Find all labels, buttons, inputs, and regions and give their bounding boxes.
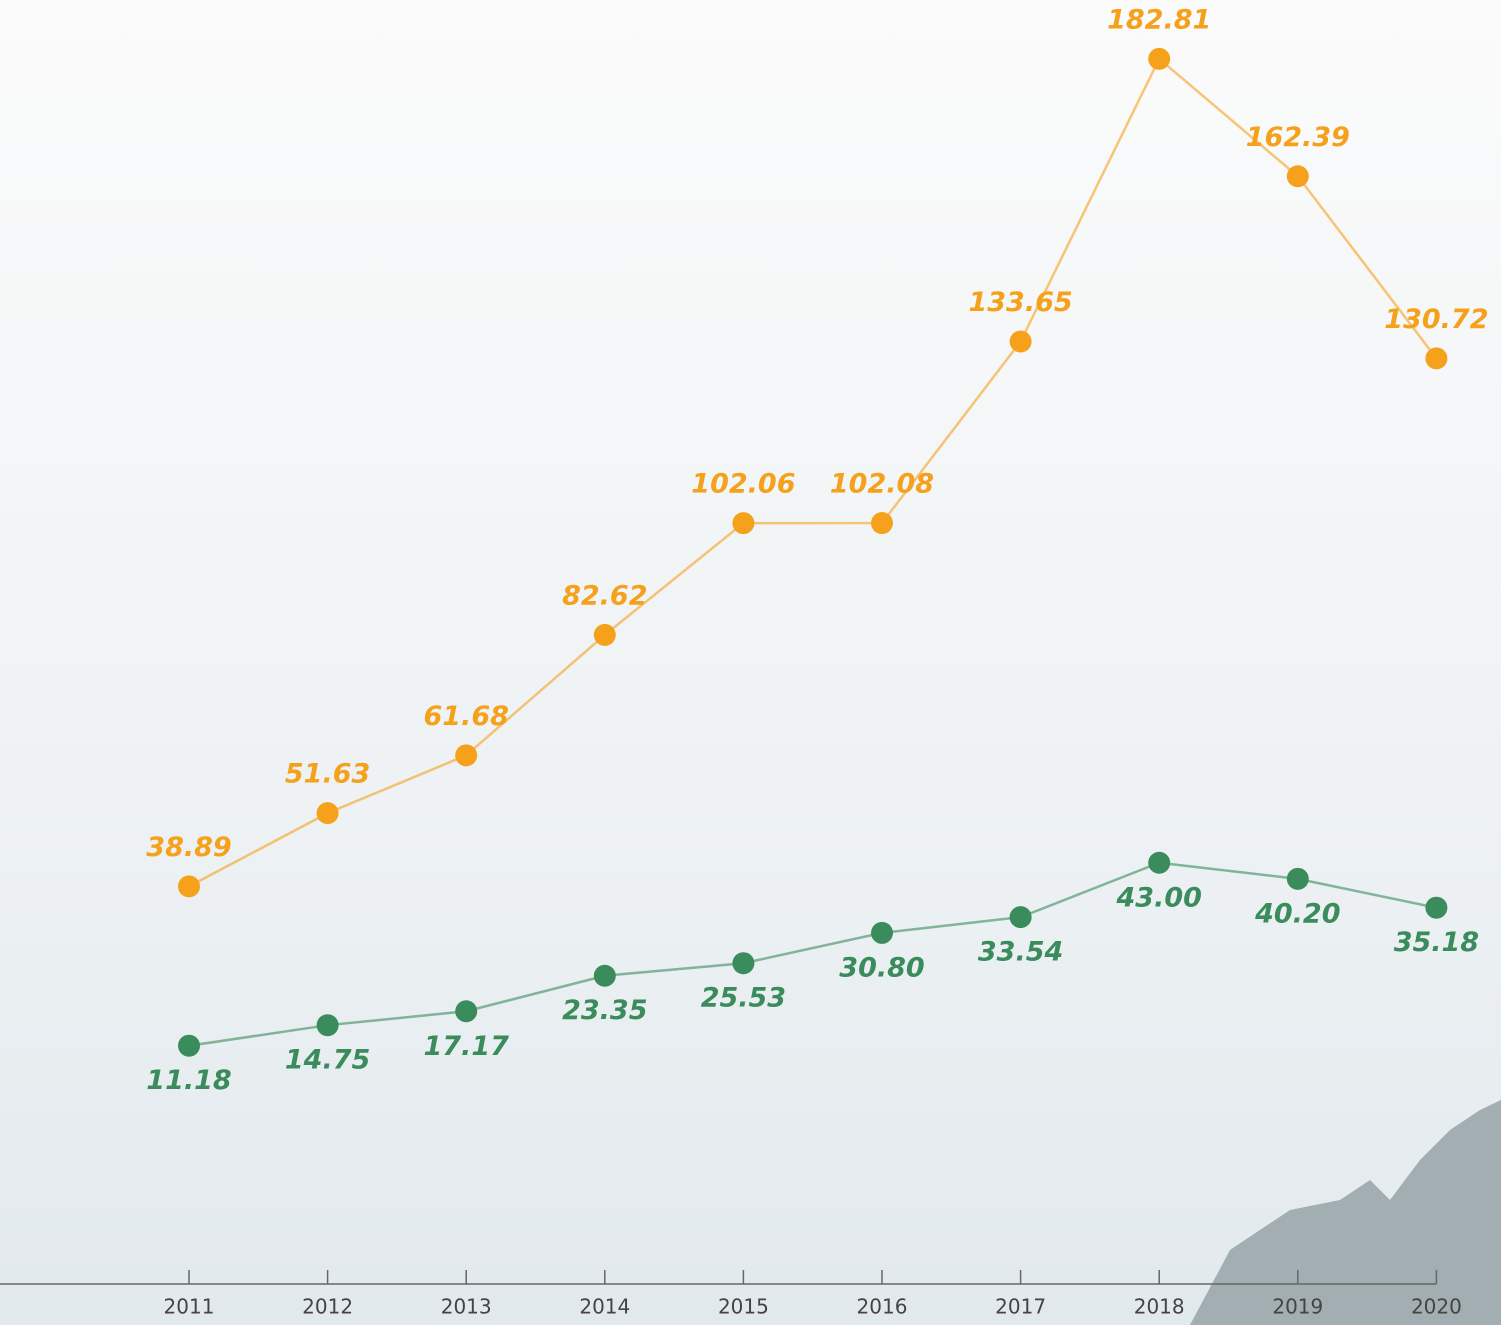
data-point <box>1286 867 1309 890</box>
x-tick-label: 2012 <box>302 1295 353 1319</box>
x-tick-label: 2018 <box>1134 1295 1185 1319</box>
x-tick-label: 2016 <box>857 1295 908 1319</box>
value-label: 102.08 <box>830 469 934 500</box>
value-label: 133.65 <box>968 287 1072 318</box>
x-tick-label: 2014 <box>579 1295 630 1319</box>
value-label: 17.17 <box>423 1031 509 1062</box>
x-tick-label: 2020 <box>1411 1295 1462 1319</box>
data-point <box>1286 165 1309 188</box>
data-point <box>1425 896 1448 919</box>
x-tick-label: 2011 <box>164 1295 215 1319</box>
value-label: 23.35 <box>562 995 647 1026</box>
data-point <box>178 1034 200 1057</box>
data-point <box>455 1000 478 1023</box>
value-label: 14.75 <box>285 1045 370 1076</box>
value-label: 38.89 <box>146 832 231 863</box>
value-label: 35.18 <box>1394 927 1479 958</box>
data-point <box>871 921 893 944</box>
x-tick-label: 2017 <box>995 1295 1046 1319</box>
data-point <box>316 802 339 825</box>
value-label: 162.39 <box>1246 122 1350 153</box>
data-point <box>871 512 893 535</box>
data-point <box>1148 851 1171 874</box>
x-tick-label: 2019 <box>1272 1295 1323 1319</box>
data-point <box>455 744 478 767</box>
data-point <box>593 623 616 646</box>
value-label: 40.20 <box>1254 898 1340 929</box>
value-label: 130.72 <box>1384 304 1488 335</box>
data-point <box>316 1014 339 1037</box>
x-tick-label: 2015 <box>718 1295 769 1319</box>
data-point <box>178 875 200 898</box>
value-label: 102.06 <box>691 469 795 500</box>
mountain <box>1190 1100 1501 1325</box>
series-line <box>188 861 1437 1047</box>
data-point <box>1009 330 1032 353</box>
data-point <box>1009 906 1032 929</box>
data-point <box>1425 347 1448 370</box>
data-point <box>732 512 755 535</box>
value-label: 61.68 <box>423 701 508 732</box>
value-label: 82.62 <box>562 580 647 611</box>
value-label: 30.80 <box>839 952 924 983</box>
x-tick-label: 2013 <box>441 1295 492 1319</box>
value-label: 33.54 <box>978 937 1063 968</box>
value-label: 11.18 <box>146 1065 231 1096</box>
data-point <box>1148 47 1171 70</box>
value-label: 43.00 <box>1115 882 1201 913</box>
value-label: 25.53 <box>701 983 786 1014</box>
value-label: 182.81 <box>1107 4 1211 35</box>
value-label: 51.63 <box>285 759 370 790</box>
series-line <box>188 56 1438 888</box>
data-point <box>593 964 616 987</box>
data-point <box>732 952 755 975</box>
